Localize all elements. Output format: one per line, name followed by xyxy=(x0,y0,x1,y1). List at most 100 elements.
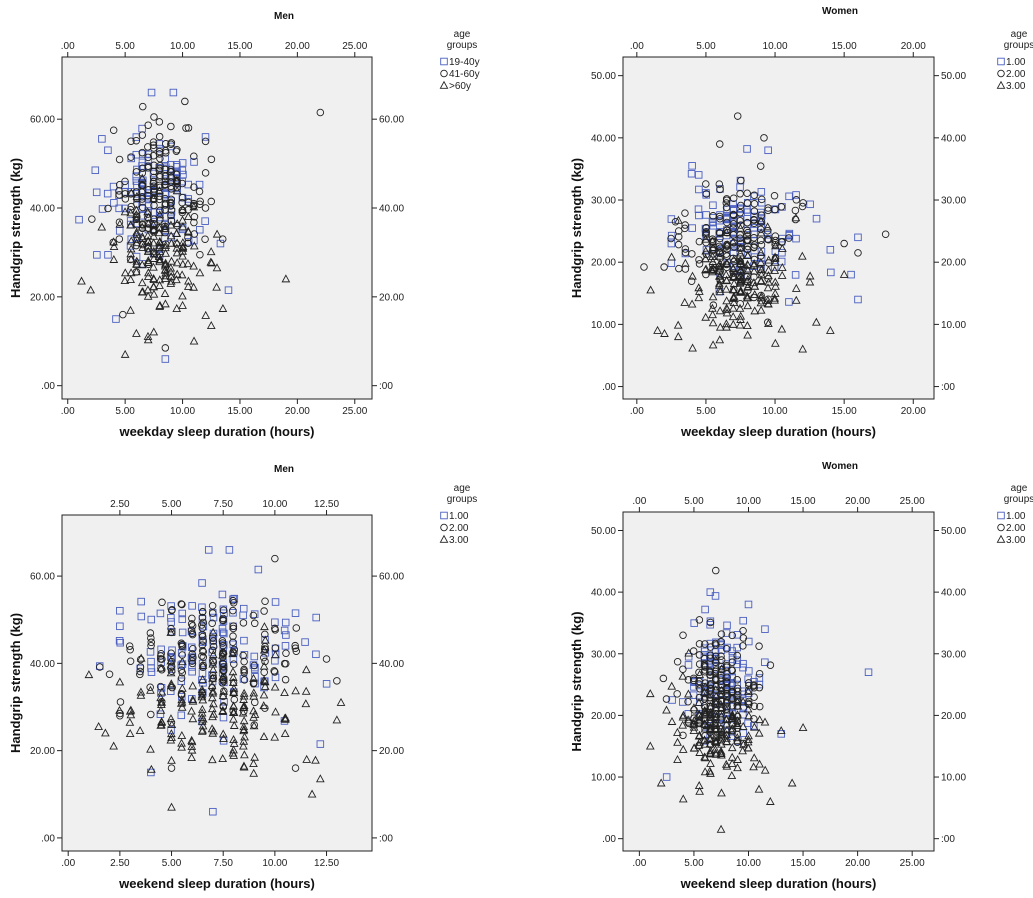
x-axis-label: weekend sleep duration (hours) xyxy=(680,876,877,891)
data-point xyxy=(708,303,717,312)
data-point xyxy=(208,619,216,628)
data-point xyxy=(157,684,166,692)
data-point xyxy=(694,283,704,292)
data-point xyxy=(239,736,249,745)
data-point xyxy=(798,202,807,211)
data-point xyxy=(218,672,227,681)
data-point xyxy=(760,765,770,774)
data-point xyxy=(791,271,800,279)
data-point xyxy=(727,743,737,752)
data-point xyxy=(282,649,290,657)
data-point xyxy=(149,289,159,298)
data-point xyxy=(745,667,753,675)
data-point xyxy=(132,191,142,200)
data-point xyxy=(687,169,696,178)
data-point xyxy=(229,622,238,630)
data-point xyxy=(167,211,175,220)
data-point xyxy=(249,688,259,697)
data-point xyxy=(770,277,780,286)
data-point xyxy=(178,159,187,167)
data-point xyxy=(178,300,187,309)
data-point xyxy=(715,287,725,296)
data-point xyxy=(189,644,197,653)
data-point xyxy=(250,610,259,618)
data-point xyxy=(119,310,127,319)
data-point xyxy=(765,796,775,805)
data-point xyxy=(178,166,187,175)
data-point xyxy=(143,207,153,216)
data-point xyxy=(132,259,141,268)
data-point xyxy=(149,249,159,258)
data-point xyxy=(238,708,248,717)
data-point xyxy=(115,191,124,199)
data-point xyxy=(750,241,759,249)
y-tick-label-right: 10.00 xyxy=(941,773,966,784)
data-point xyxy=(156,609,165,618)
x-tick-label-top: 20.00 xyxy=(845,496,870,507)
data-point xyxy=(177,702,187,711)
data-point xyxy=(645,689,655,698)
data-point xyxy=(206,320,216,329)
data-point xyxy=(229,606,237,615)
data-point xyxy=(715,251,724,260)
x-tick-label-top: 5.00 xyxy=(115,41,135,52)
x-tick-label-bottom: 5.00 xyxy=(115,406,135,417)
data-point xyxy=(708,265,717,274)
data-point xyxy=(700,710,710,719)
data-point xyxy=(792,234,800,243)
data-point xyxy=(149,282,159,291)
data-point xyxy=(178,238,188,247)
data-point xyxy=(292,624,301,632)
data-point xyxy=(708,263,718,272)
data-point xyxy=(229,624,238,633)
data-point xyxy=(149,144,158,152)
y-tick-label-left: 40.00 xyxy=(591,133,616,144)
data-point xyxy=(121,177,129,186)
data-point xyxy=(225,546,234,554)
data-point xyxy=(715,242,724,251)
data-point xyxy=(126,249,136,258)
data-point xyxy=(178,193,187,202)
data-point xyxy=(109,237,118,246)
legend-label: 1.00 xyxy=(1006,57,1026,68)
data-point xyxy=(709,301,718,309)
data-point xyxy=(680,297,690,306)
data-point xyxy=(667,231,676,240)
data-point xyxy=(729,291,739,300)
y-tick-label-left: .00 xyxy=(602,834,616,845)
data-point xyxy=(291,641,299,650)
data-point xyxy=(207,258,217,267)
data-point xyxy=(756,702,764,711)
x-tick-label-top: 5.00 xyxy=(162,499,182,510)
data-point xyxy=(161,240,171,249)
data-point xyxy=(162,139,170,148)
y-tick-label-left: .00 xyxy=(41,833,55,844)
data-point xyxy=(750,207,759,215)
data-point xyxy=(161,248,170,257)
data-point xyxy=(826,246,835,254)
data-point xyxy=(706,643,715,651)
series-triangle xyxy=(77,173,291,358)
data-point xyxy=(777,324,787,333)
data-point xyxy=(727,714,737,723)
data-point xyxy=(722,319,731,328)
data-point xyxy=(706,701,715,710)
data-point xyxy=(115,218,124,226)
data-point xyxy=(770,253,780,262)
data-point xyxy=(716,824,726,833)
data-point xyxy=(728,631,736,640)
data-point xyxy=(239,688,249,697)
data-point xyxy=(711,730,721,739)
data-point xyxy=(178,242,188,251)
data-point xyxy=(700,687,709,696)
data-point xyxy=(120,276,130,285)
data-point xyxy=(149,238,158,247)
y-tick-label-right: 30.00 xyxy=(941,196,966,207)
data-point xyxy=(219,734,228,743)
data-point xyxy=(160,261,170,270)
data-point xyxy=(756,228,766,237)
data-point xyxy=(749,266,759,275)
data-point xyxy=(143,236,153,245)
data-point xyxy=(178,246,187,255)
y-tick-label-left: .00 xyxy=(41,381,55,392)
